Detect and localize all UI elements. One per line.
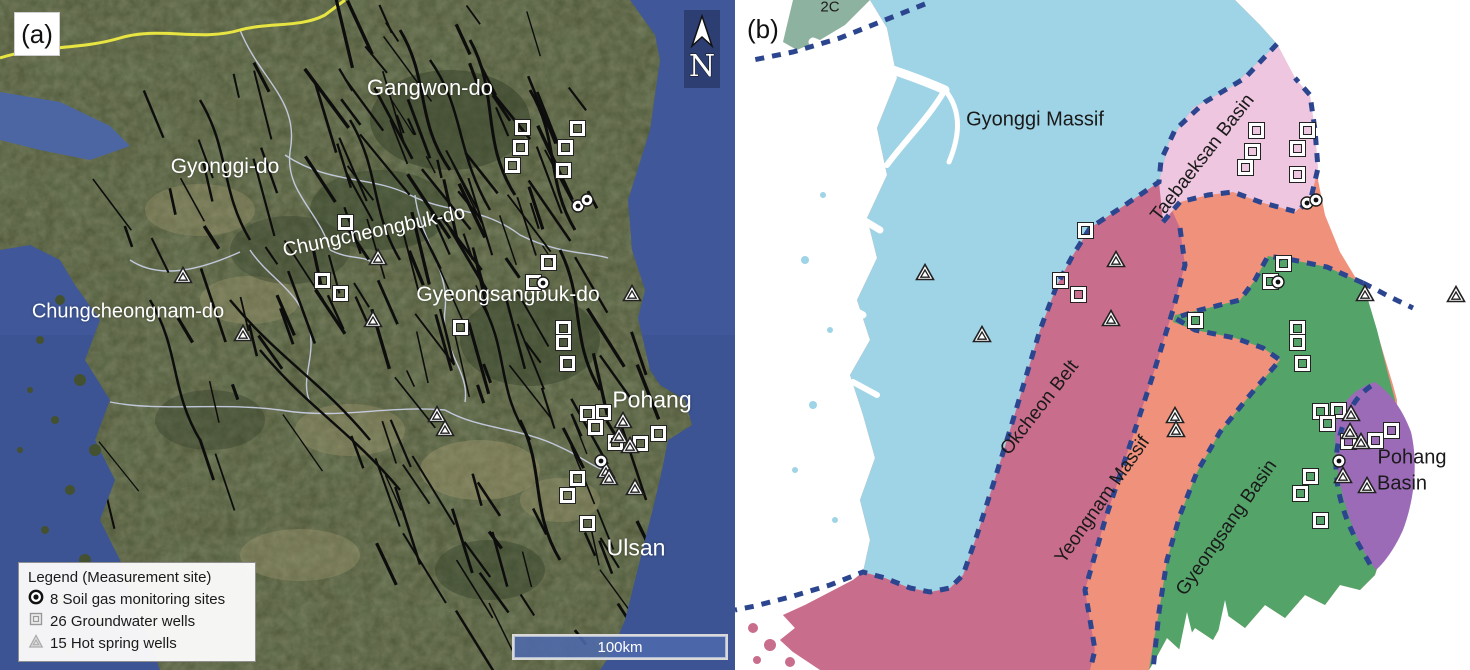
legend-item-soil-gas: 8 Soil gas monitoring sites <box>28 588 247 610</box>
panel-b-geologic-map: (b) Gyonggi Massif Taebaeksan Basin Okcheo… <box>735 0 1470 670</box>
region-taebaeksan-basin <box>1159 44 1318 222</box>
legend-box: Legend (Measurement site) 8 Soil gas mon… <box>18 562 256 662</box>
panel-a-label-text: (a) <box>21 18 53 49</box>
hot-spring-icon <box>28 633 50 653</box>
scale-label: 100km <box>597 638 643 656</box>
legend-items: 8 Soil gas monitoring sites 26 Groundwate… <box>28 588 247 654</box>
south-coast-fjords <box>1175 600 1350 670</box>
geologic-map-canvas <box>735 0 1470 670</box>
scale-bar: 100km <box>512 634 728 660</box>
legend-item-hot-spring: 15 Hot spring wells <box>28 632 247 654</box>
north-letter: N <box>689 49 715 84</box>
region-gyeongsang-basin <box>1149 256 1395 670</box>
panel-b-label: (b) <box>747 14 779 45</box>
north-arrow-icon <box>690 13 714 49</box>
coastal-inlets <box>808 37 960 475</box>
tectonic-boundaries <box>735 1 1415 670</box>
river-inlet <box>0 92 130 160</box>
legend-title: Legend (Measurement site) <box>28 569 212 586</box>
legend-item-groundwater: 26 Groundwater wells <box>28 610 247 632</box>
panel-a-label: (a) <box>14 12 60 56</box>
small-islands <box>748 192 838 667</box>
panel-a-satellite-map: (a) Gangwon-do Gyonggi-do Chungcheongbuk-d… <box>0 0 735 670</box>
satellite-map-canvas <box>0 0 735 670</box>
north-arrow: N <box>684 10 720 88</box>
region-okcheon-belt <box>780 182 1185 670</box>
region-gyonggi-massif <box>850 0 1277 592</box>
panel-b-label-text: (b) <box>747 14 779 44</box>
region-north-fragment <box>783 0 870 50</box>
groundwater-icon <box>28 611 50 631</box>
fault-lines <box>60 0 674 670</box>
soil-gas-icon <box>28 589 50 609</box>
